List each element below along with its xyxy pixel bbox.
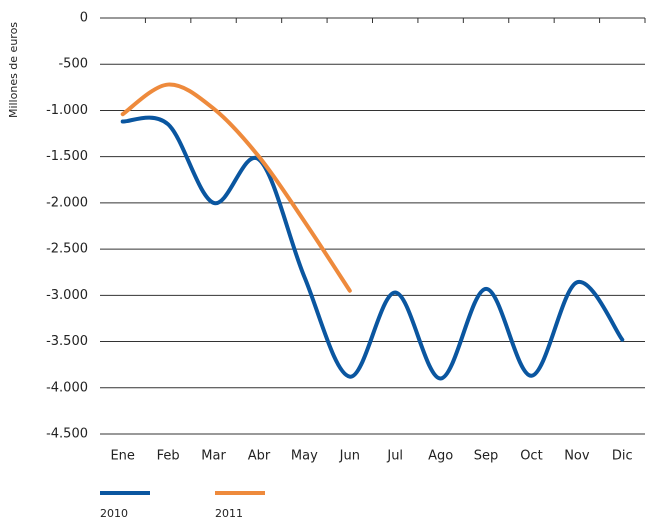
y-tick-label: -4.000 [46, 380, 88, 395]
y-tick-label: -1.500 [46, 149, 88, 164]
x-tick-label: Sep [474, 449, 499, 464]
y-tick-label: -3.000 [46, 288, 88, 303]
x-tick-label: Nov [564, 449, 590, 464]
x-tick-label: Oct [520, 449, 542, 464]
x-tick-label: Jul [386, 449, 403, 464]
x-tick-label: May [291, 449, 318, 464]
x-tick-label: Ago [428, 449, 453, 464]
x-tick-label: Jun [339, 449, 360, 464]
x-tick-label: Dic [612, 449, 633, 464]
y-axis-label: Millones de euros [7, 22, 20, 118]
x-tick-label: Feb [157, 449, 180, 464]
y-tick-label: -1.000 [46, 103, 88, 118]
x-tick-label: Mar [201, 449, 226, 464]
series-line [120, 82, 352, 293]
y-tick-label: -2.500 [46, 242, 88, 257]
y-tick-label: -2.000 [46, 195, 88, 210]
y-tick-label: -500 [58, 57, 88, 72]
x-tick-label: Ene [110, 449, 134, 464]
series-line [120, 115, 625, 381]
y-tick-label: -4.500 [46, 427, 88, 442]
x-tick-label: Abr [248, 449, 271, 464]
y-tick-label: -3.500 [46, 334, 88, 349]
legend-label: 2011 [215, 507, 243, 520]
legend-label: 2010 [100, 507, 128, 520]
y-tick-label: 0 [80, 11, 88, 26]
